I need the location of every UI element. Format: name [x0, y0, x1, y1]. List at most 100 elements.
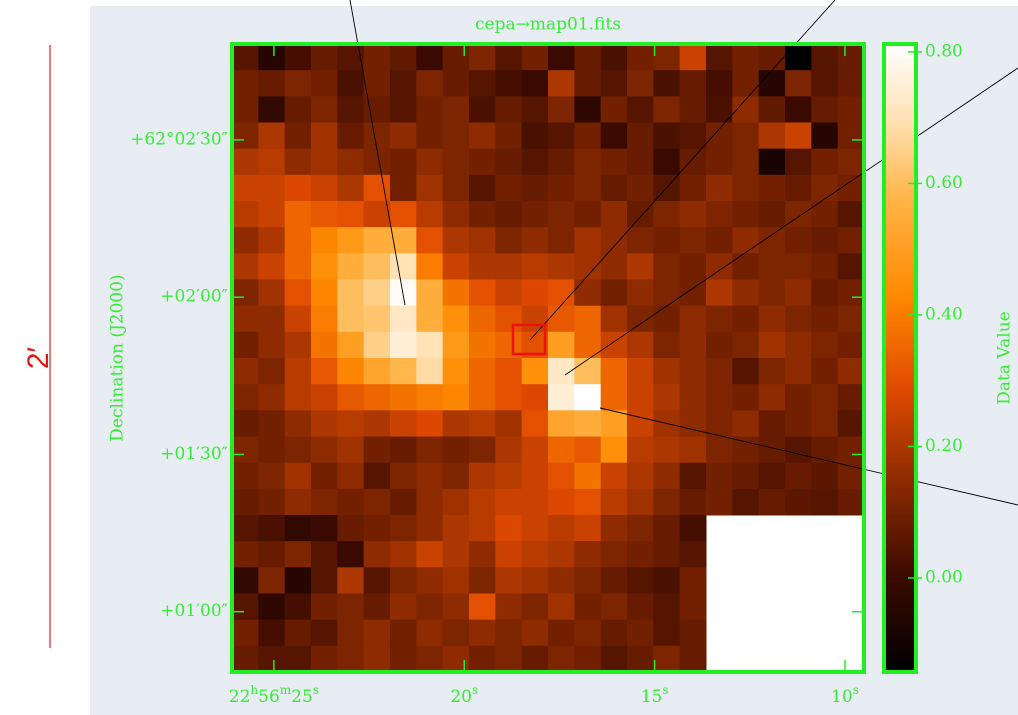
cell — [601, 306, 628, 333]
cell — [706, 358, 733, 385]
cell — [416, 306, 443, 333]
cell — [759, 253, 786, 280]
cell — [548, 463, 575, 490]
scale-label: 2′ — [22, 346, 55, 369]
cell — [680, 149, 707, 176]
cell — [495, 646, 522, 673]
cell — [680, 332, 707, 359]
cell — [311, 489, 338, 516]
cell — [469, 489, 496, 516]
cell — [258, 96, 285, 123]
cell — [337, 541, 364, 568]
cell — [680, 280, 707, 307]
cell — [469, 410, 496, 437]
cell — [390, 123, 417, 150]
cell — [680, 96, 707, 123]
cell — [495, 96, 522, 123]
cell — [258, 567, 285, 594]
cell — [785, 253, 812, 280]
cell — [364, 280, 391, 307]
cell — [680, 410, 707, 437]
cell — [285, 96, 312, 123]
cell — [522, 358, 549, 385]
cell — [495, 123, 522, 150]
cell — [574, 227, 601, 254]
cell — [759, 410, 786, 437]
cell — [258, 384, 285, 411]
cell — [785, 280, 812, 307]
cell — [285, 515, 312, 542]
cell — [548, 123, 575, 150]
cell — [232, 463, 259, 490]
cell — [311, 332, 338, 359]
cell — [285, 489, 312, 516]
cell — [785, 123, 812, 150]
cell — [364, 358, 391, 385]
cell — [416, 44, 443, 71]
cell — [680, 567, 707, 594]
cell — [232, 594, 259, 621]
cell — [653, 541, 680, 568]
cell — [601, 620, 628, 647]
cell — [469, 44, 496, 71]
cell — [337, 515, 364, 542]
cell — [574, 306, 601, 333]
cell — [706, 149, 733, 176]
cell — [680, 253, 707, 280]
cell — [311, 123, 338, 150]
cell — [232, 253, 259, 280]
cell — [443, 463, 470, 490]
cell — [601, 489, 628, 516]
cell — [653, 96, 680, 123]
cell — [337, 96, 364, 123]
cell — [232, 44, 259, 71]
cell — [390, 227, 417, 254]
cell — [574, 489, 601, 516]
cell — [627, 175, 654, 202]
cell — [232, 280, 259, 307]
cell — [706, 70, 733, 97]
cell — [574, 201, 601, 228]
cell — [337, 306, 364, 333]
cell — [759, 175, 786, 202]
cell — [285, 463, 312, 490]
cell — [601, 96, 628, 123]
cell — [811, 280, 838, 307]
cell — [232, 149, 259, 176]
cell — [443, 437, 470, 464]
cell — [838, 489, 865, 516]
cell — [811, 489, 838, 516]
cell — [759, 384, 786, 411]
cell — [601, 384, 628, 411]
cell — [759, 358, 786, 385]
cell — [653, 70, 680, 97]
cell — [311, 410, 338, 437]
cell — [601, 358, 628, 385]
colorbar-tick-label: 0.20 — [925, 436, 963, 456]
cell — [311, 646, 338, 673]
cell — [548, 253, 575, 280]
cell — [627, 463, 654, 490]
cell — [364, 384, 391, 411]
cell — [838, 70, 865, 97]
cell — [548, 541, 575, 568]
cell — [258, 44, 285, 71]
cell — [522, 410, 549, 437]
cell — [785, 489, 812, 516]
cell — [416, 96, 443, 123]
cell — [548, 332, 575, 359]
cell — [548, 384, 575, 411]
cell — [653, 594, 680, 621]
cell — [285, 384, 312, 411]
cell — [732, 253, 759, 280]
cell — [627, 306, 654, 333]
cell — [364, 227, 391, 254]
cell — [416, 567, 443, 594]
cell — [838, 410, 865, 437]
cell — [258, 646, 285, 673]
cell — [785, 227, 812, 254]
cell — [759, 123, 786, 150]
cell — [838, 358, 865, 385]
cell — [416, 332, 443, 359]
cell — [258, 541, 285, 568]
